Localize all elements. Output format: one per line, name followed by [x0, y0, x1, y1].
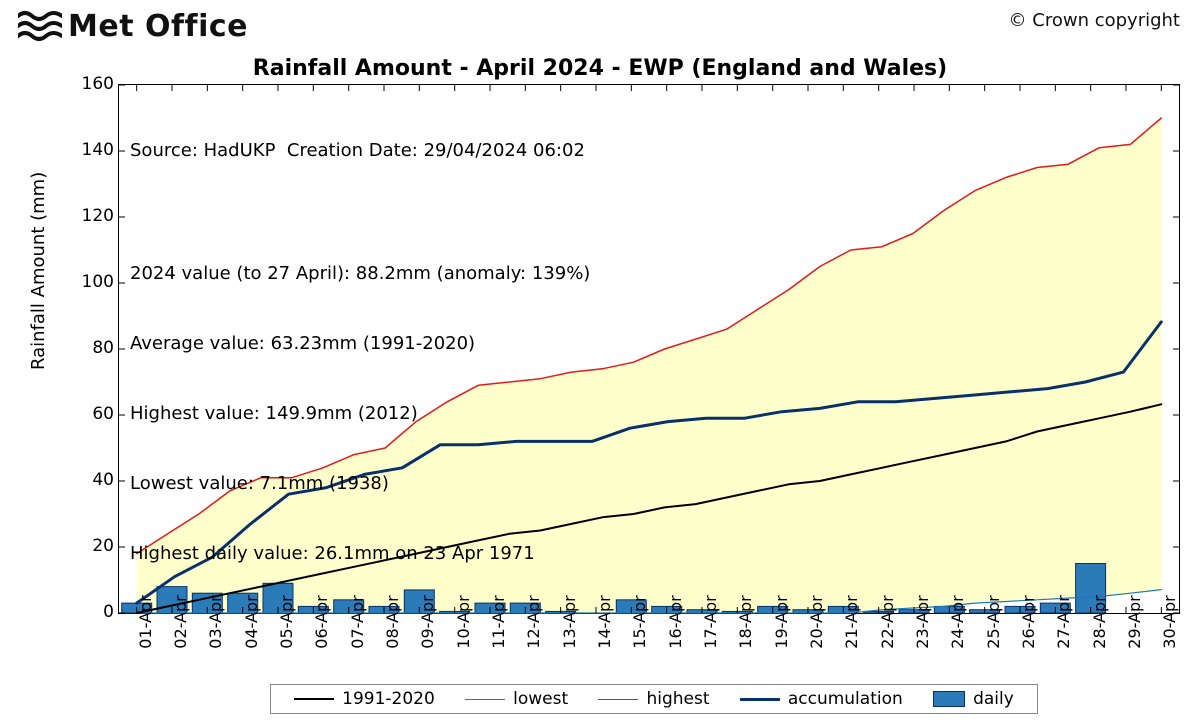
y-tick-label: 100 [14, 272, 114, 292]
x-tick-label: 28-Apr [1090, 595, 1109, 648]
x-tick-label: 21-Apr [842, 595, 861, 648]
y-tick-label: 140 [14, 140, 114, 160]
x-tick-label: 10-Apr [454, 595, 473, 648]
x-tick-label: 25-Apr [984, 595, 1003, 648]
legend-item-daily: daily [933, 689, 1014, 709]
x-tick-label: 16-Apr [666, 595, 685, 648]
x-tick-label: 27-Apr [1054, 595, 1073, 648]
y-tick-label: 20 [14, 536, 114, 556]
x-tick-label: 08-Apr [383, 595, 402, 648]
x-tick-label: 20-Apr [807, 595, 826, 648]
legend-item-lowest: lowest [465, 689, 568, 709]
info-source: Source: HadUKP Creation Date: 29/04/2024… [130, 139, 590, 162]
x-tick-label: 04-Apr [242, 595, 261, 648]
x-tick-label: 17-Apr [701, 595, 720, 648]
x-tick-label: 12-Apr [524, 595, 543, 648]
x-tick-label: 05-Apr [277, 595, 296, 648]
legend-item-highest: highest [598, 689, 709, 709]
x-tick-label: 18-Apr [736, 595, 755, 648]
x-tick-label: 02-Apr [171, 595, 190, 648]
info-current: 2024 value (to 27 April): 88.2mm (anomal… [130, 262, 590, 285]
info-daily-high: Highest daily value: 26.1mm on 23 Apr 19… [130, 542, 590, 565]
brand-header: Met Office [18, 8, 248, 44]
x-tick-label: 14-Apr [595, 595, 614, 648]
y-tick-label: 60 [14, 404, 114, 424]
x-tick-label: 30-Apr [1160, 595, 1179, 648]
x-tick-label: 09-Apr [418, 595, 437, 648]
x-tick-label: 29-Apr [1125, 595, 1144, 648]
x-tick-label: 03-Apr [206, 595, 225, 648]
y-tick-label: 160 [14, 74, 114, 94]
copyright-text: © Crown copyright [1009, 10, 1180, 31]
info-highest: Highest value: 149.9mm (2012) [130, 402, 590, 425]
y-tick-label: 0 [14, 602, 114, 622]
x-tick-label: 15-Apr [630, 595, 649, 648]
y-tick-label: 80 [14, 338, 114, 358]
chart-title: Rainfall Amount - April 2024 - EWP (Engl… [0, 56, 1200, 81]
x-tick-label: 26-Apr [1019, 595, 1038, 648]
y-tick-label: 120 [14, 206, 114, 226]
x-tick-label: 23-Apr [913, 595, 932, 648]
met-office-logo-icon [18, 8, 62, 44]
x-tick-label: 19-Apr [772, 595, 791, 648]
legend-item-average: 1991-2020 [294, 689, 435, 709]
x-tick-label: 24-Apr [948, 595, 967, 648]
x-tick-label: 06-Apr [312, 595, 331, 648]
info-lowest: Lowest value: 7.1mm (1938) [130, 472, 590, 495]
legend: 1991-2020 lowest highest accumulation daily [270, 684, 1038, 714]
info-average: Average value: 63.23mm (1991-2020) [130, 332, 590, 355]
x-tick-label: 11-Apr [489, 595, 508, 648]
brand-name: Met Office [68, 9, 248, 44]
x-tick-label: 01-Apr [136, 595, 155, 648]
legend-item-accumulation: accumulation [740, 689, 903, 709]
x-tick-label: 07-Apr [348, 595, 367, 648]
y-tick-label: 40 [14, 470, 114, 490]
x-tick-label: 13-Apr [560, 595, 579, 648]
x-tick-label: 22-Apr [878, 595, 897, 648]
chart-info-block: Source: HadUKP Creation Date: 29/04/2024… [130, 92, 590, 589]
